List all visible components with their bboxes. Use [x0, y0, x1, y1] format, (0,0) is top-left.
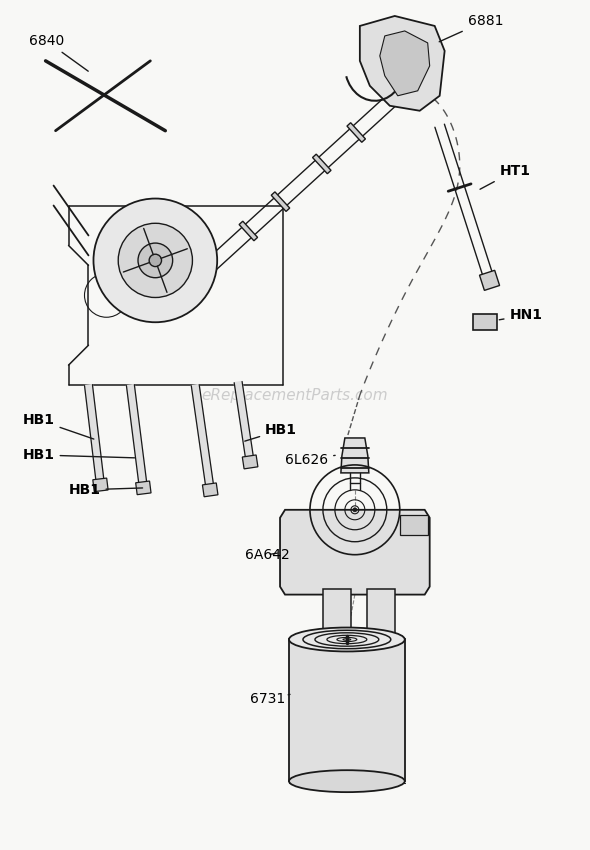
Bar: [473, 314, 497, 330]
Text: HT1: HT1: [480, 163, 530, 190]
Text: HB1: HB1: [245, 423, 297, 441]
Text: HB1: HB1: [22, 413, 94, 439]
Text: 6731: 6731: [250, 693, 290, 706]
Polygon shape: [93, 478, 108, 491]
Text: HB1: HB1: [22, 448, 135, 462]
Bar: [289, 639, 405, 781]
Text: HB1: HB1: [68, 483, 143, 497]
Circle shape: [353, 507, 357, 512]
Text: 6A642: 6A642: [245, 547, 290, 562]
Polygon shape: [380, 31, 430, 96]
Text: HN1: HN1: [499, 309, 542, 322]
Circle shape: [138, 243, 173, 278]
Polygon shape: [136, 481, 151, 495]
Polygon shape: [126, 384, 148, 489]
Polygon shape: [271, 192, 290, 212]
Text: 6L626: 6L626: [285, 453, 335, 467]
Circle shape: [118, 224, 192, 298]
Ellipse shape: [289, 770, 405, 792]
Polygon shape: [191, 384, 214, 490]
Polygon shape: [239, 221, 258, 241]
Polygon shape: [280, 510, 430, 595]
Circle shape: [149, 254, 162, 267]
Polygon shape: [360, 16, 445, 110]
Bar: [367, 588, 395, 637]
Text: eReplacementParts.com: eReplacementParts.com: [202, 388, 388, 403]
Polygon shape: [202, 483, 218, 496]
Text: 6881: 6881: [439, 14, 503, 42]
Polygon shape: [480, 270, 500, 291]
Polygon shape: [341, 438, 369, 473]
Polygon shape: [347, 122, 365, 142]
Polygon shape: [234, 382, 254, 462]
Bar: [323, 588, 351, 637]
Polygon shape: [84, 384, 104, 485]
Polygon shape: [242, 455, 258, 469]
Polygon shape: [313, 154, 331, 173]
Bar: [400, 515, 428, 535]
Circle shape: [93, 199, 217, 322]
Text: 6840: 6840: [29, 34, 88, 71]
Ellipse shape: [289, 627, 405, 651]
